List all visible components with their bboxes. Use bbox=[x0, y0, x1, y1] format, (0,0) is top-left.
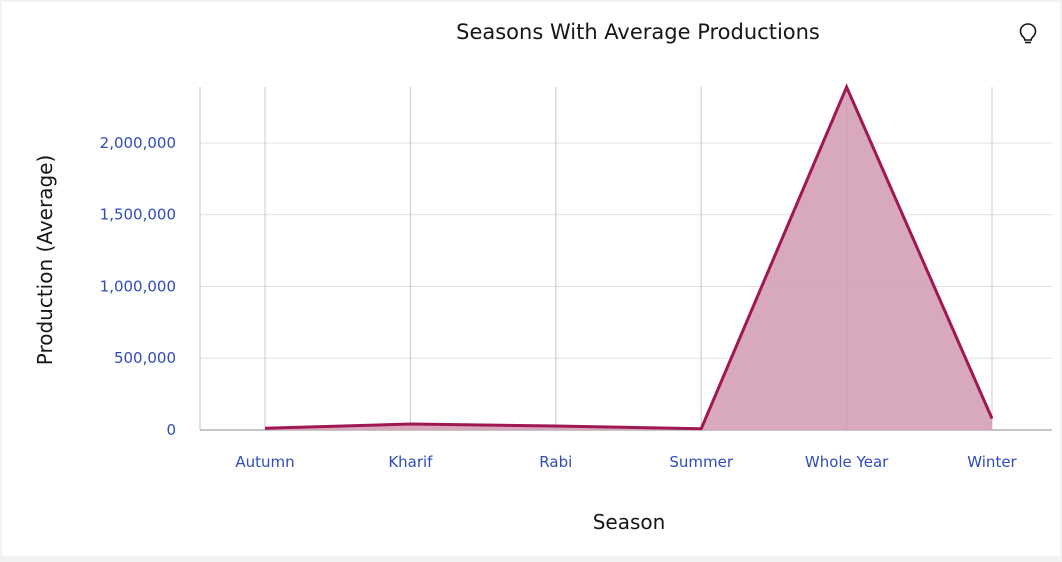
x-tick-label: Whole Year bbox=[805, 453, 889, 471]
lightbulb-icon[interactable] bbox=[1014, 20, 1042, 48]
data-point-summer[interactable] bbox=[697, 425, 705, 433]
y-tick-label: 500,000 bbox=[114, 349, 176, 367]
series-line bbox=[264, 83, 994, 431]
y-tick-label: 2,000,000 bbox=[100, 134, 176, 152]
data-point-autumn[interactable] bbox=[261, 424, 269, 432]
y-tick-label: 1,000,000 bbox=[100, 277, 176, 295]
chart-header: Seasons With Average Productions bbox=[2, 2, 1060, 62]
y-tick-label: 0 bbox=[166, 421, 176, 439]
x-axis-label: Season bbox=[593, 510, 666, 534]
chart-area-layer bbox=[261, 83, 996, 433]
y-axis-label: Production (Average) bbox=[33, 155, 57, 366]
x-axis-ticks: Autumn Kharif Rabi Summer Whole Year Winter bbox=[235, 453, 1017, 471]
x-tick-label: Rabi bbox=[539, 453, 572, 471]
y-axis-ticks: 0 500,000 1,000,000 1,500,000 2,000,000 bbox=[100, 134, 176, 439]
series-area bbox=[265, 87, 992, 430]
x-tick-label: Summer bbox=[669, 453, 733, 471]
y-tick-label: 1,500,000 bbox=[100, 206, 176, 224]
x-tick-label: Kharif bbox=[388, 453, 433, 471]
data-point-winter[interactable] bbox=[988, 415, 996, 423]
data-point-whole-year[interactable] bbox=[843, 83, 851, 91]
x-tick-label: Autumn bbox=[235, 453, 294, 471]
data-point-kharif[interactable] bbox=[406, 420, 414, 428]
data-point-rabi[interactable] bbox=[552, 422, 560, 430]
x-tick-label: Winter bbox=[967, 453, 1017, 471]
chart-title: Seasons With Average Productions bbox=[456, 20, 820, 44]
